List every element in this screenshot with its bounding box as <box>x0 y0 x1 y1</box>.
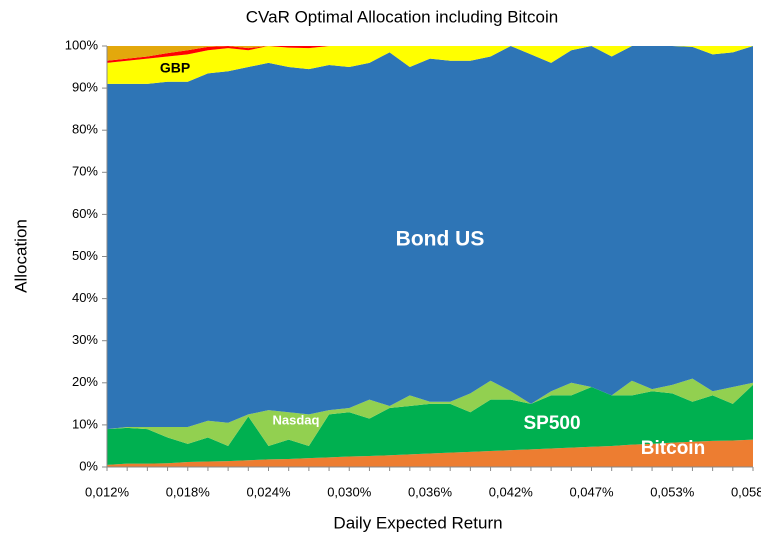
x-tick-label: 0,030% <box>327 484 372 499</box>
y-tick-label: 30% <box>72 332 98 347</box>
y-tick-label: 10% <box>72 416 98 431</box>
x-tick-label: 0,058% <box>731 484 761 499</box>
area <box>107 384 753 465</box>
y-tick-label: 60% <box>72 206 98 221</box>
y-tick-label: 70% <box>72 164 98 179</box>
area <box>107 46 753 84</box>
y-tick-label: 0% <box>79 458 98 473</box>
x-axis-title: Daily Expected Return <box>333 513 502 532</box>
y-tick-label: 80% <box>72 122 98 137</box>
y-axis-title: Allocation <box>11 219 30 293</box>
x-tick-label: 0,053% <box>650 484 695 499</box>
area <box>107 46 753 430</box>
series-label: Nasdaq <box>273 412 320 427</box>
series-label: SP500 <box>523 413 580 434</box>
y-tick-label: 50% <box>72 248 98 263</box>
y-tick-label: 40% <box>72 290 98 305</box>
chart-title: CVaR Optimal Allocation including Bitcoi… <box>246 7 558 26</box>
y-tick-label: 20% <box>72 374 98 389</box>
y-tick-label: 90% <box>72 80 98 95</box>
x-tick-label: 0,042% <box>489 484 534 499</box>
series-label: GBP <box>160 60 190 76</box>
area <box>107 46 753 61</box>
area <box>107 439 753 467</box>
x-tick-label: 0,024% <box>246 484 291 499</box>
x-tick-label: 0,012% <box>85 484 130 499</box>
area <box>107 378 753 446</box>
x-tick-label: 0,018% <box>166 484 211 499</box>
x-tick-label: 0,047% <box>569 484 614 499</box>
y-tick-label: 100% <box>65 37 99 52</box>
series-label: Bond US <box>396 228 485 251</box>
series-label: Bitcoin <box>641 438 705 459</box>
x-tick-label: 0,036% <box>408 484 453 499</box>
